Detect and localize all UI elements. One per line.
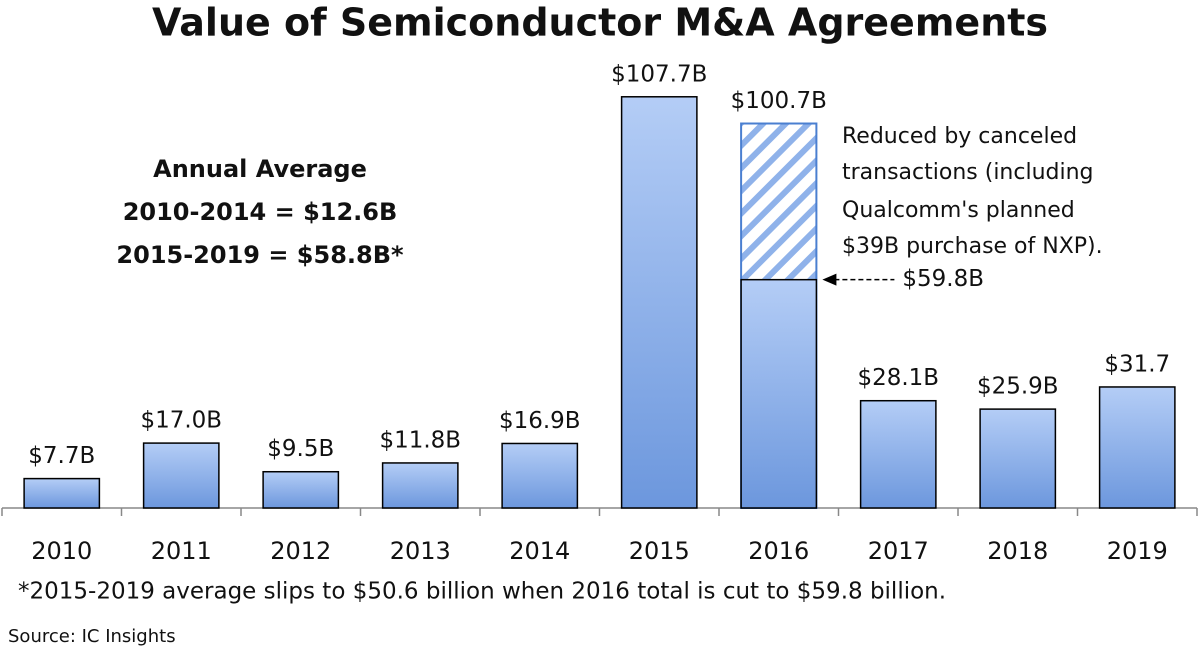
bar	[23, 477, 101, 509]
bar	[142, 442, 220, 509]
x-tick-label: 2016	[748, 537, 809, 565]
average-line: 2010-2014 = $12.6B	[123, 198, 398, 226]
bar	[1098, 386, 1176, 509]
reduced-label: $59.8B	[902, 266, 984, 292]
bar	[979, 408, 1057, 509]
value-label: $31.7	[1104, 351, 1170, 377]
value-label: $16.9B	[499, 408, 581, 434]
value-label: $100.7B	[731, 88, 827, 114]
x-tick-label: 2012	[270, 537, 331, 565]
x-tick-label: 2013	[390, 537, 451, 565]
value-label: $17.0B	[140, 408, 222, 434]
source: Source: IC Insights	[8, 626, 176, 647]
footnote: *2015-2019 average slips to $50.6 billio…	[18, 579, 946, 605]
average-line: Annual Average	[153, 155, 367, 183]
note-line: transactions (including	[842, 160, 1094, 185]
bar	[859, 399, 937, 509]
x-tick-label: 2018	[987, 537, 1048, 565]
bar	[381, 462, 459, 509]
note-line: Qualcomm's planned	[842, 198, 1075, 223]
note-line: Reduced by canceled	[842, 124, 1077, 149]
value-label: $9.5B	[267, 436, 334, 462]
x-tick-label: 2017	[868, 537, 929, 565]
x-tick-label: 2011	[151, 537, 212, 565]
average-line: 2015-2019 = $58.8B*	[116, 241, 404, 269]
bar	[501, 442, 579, 509]
x-tick-label: 2010	[31, 537, 92, 565]
value-label: $25.9B	[977, 374, 1059, 400]
arrow-head	[822, 273, 837, 286]
bar	[262, 470, 340, 509]
value-label: $11.8B	[379, 427, 461, 453]
value-label: $107.7B	[611, 61, 707, 87]
chart-title: Value of Semiconductor M&A Agreements	[152, 1, 1048, 45]
x-tick-label: 2019	[1107, 537, 1168, 565]
reduced-bar	[740, 278, 818, 509]
value-label: $28.1B	[857, 365, 939, 391]
note-line: $39B purchase of NXP).	[842, 234, 1103, 259]
x-tick-label: 2015	[629, 537, 690, 565]
bar	[620, 96, 698, 509]
x-tick-label: 2014	[509, 537, 570, 565]
value-label: $7.7B	[28, 443, 95, 469]
